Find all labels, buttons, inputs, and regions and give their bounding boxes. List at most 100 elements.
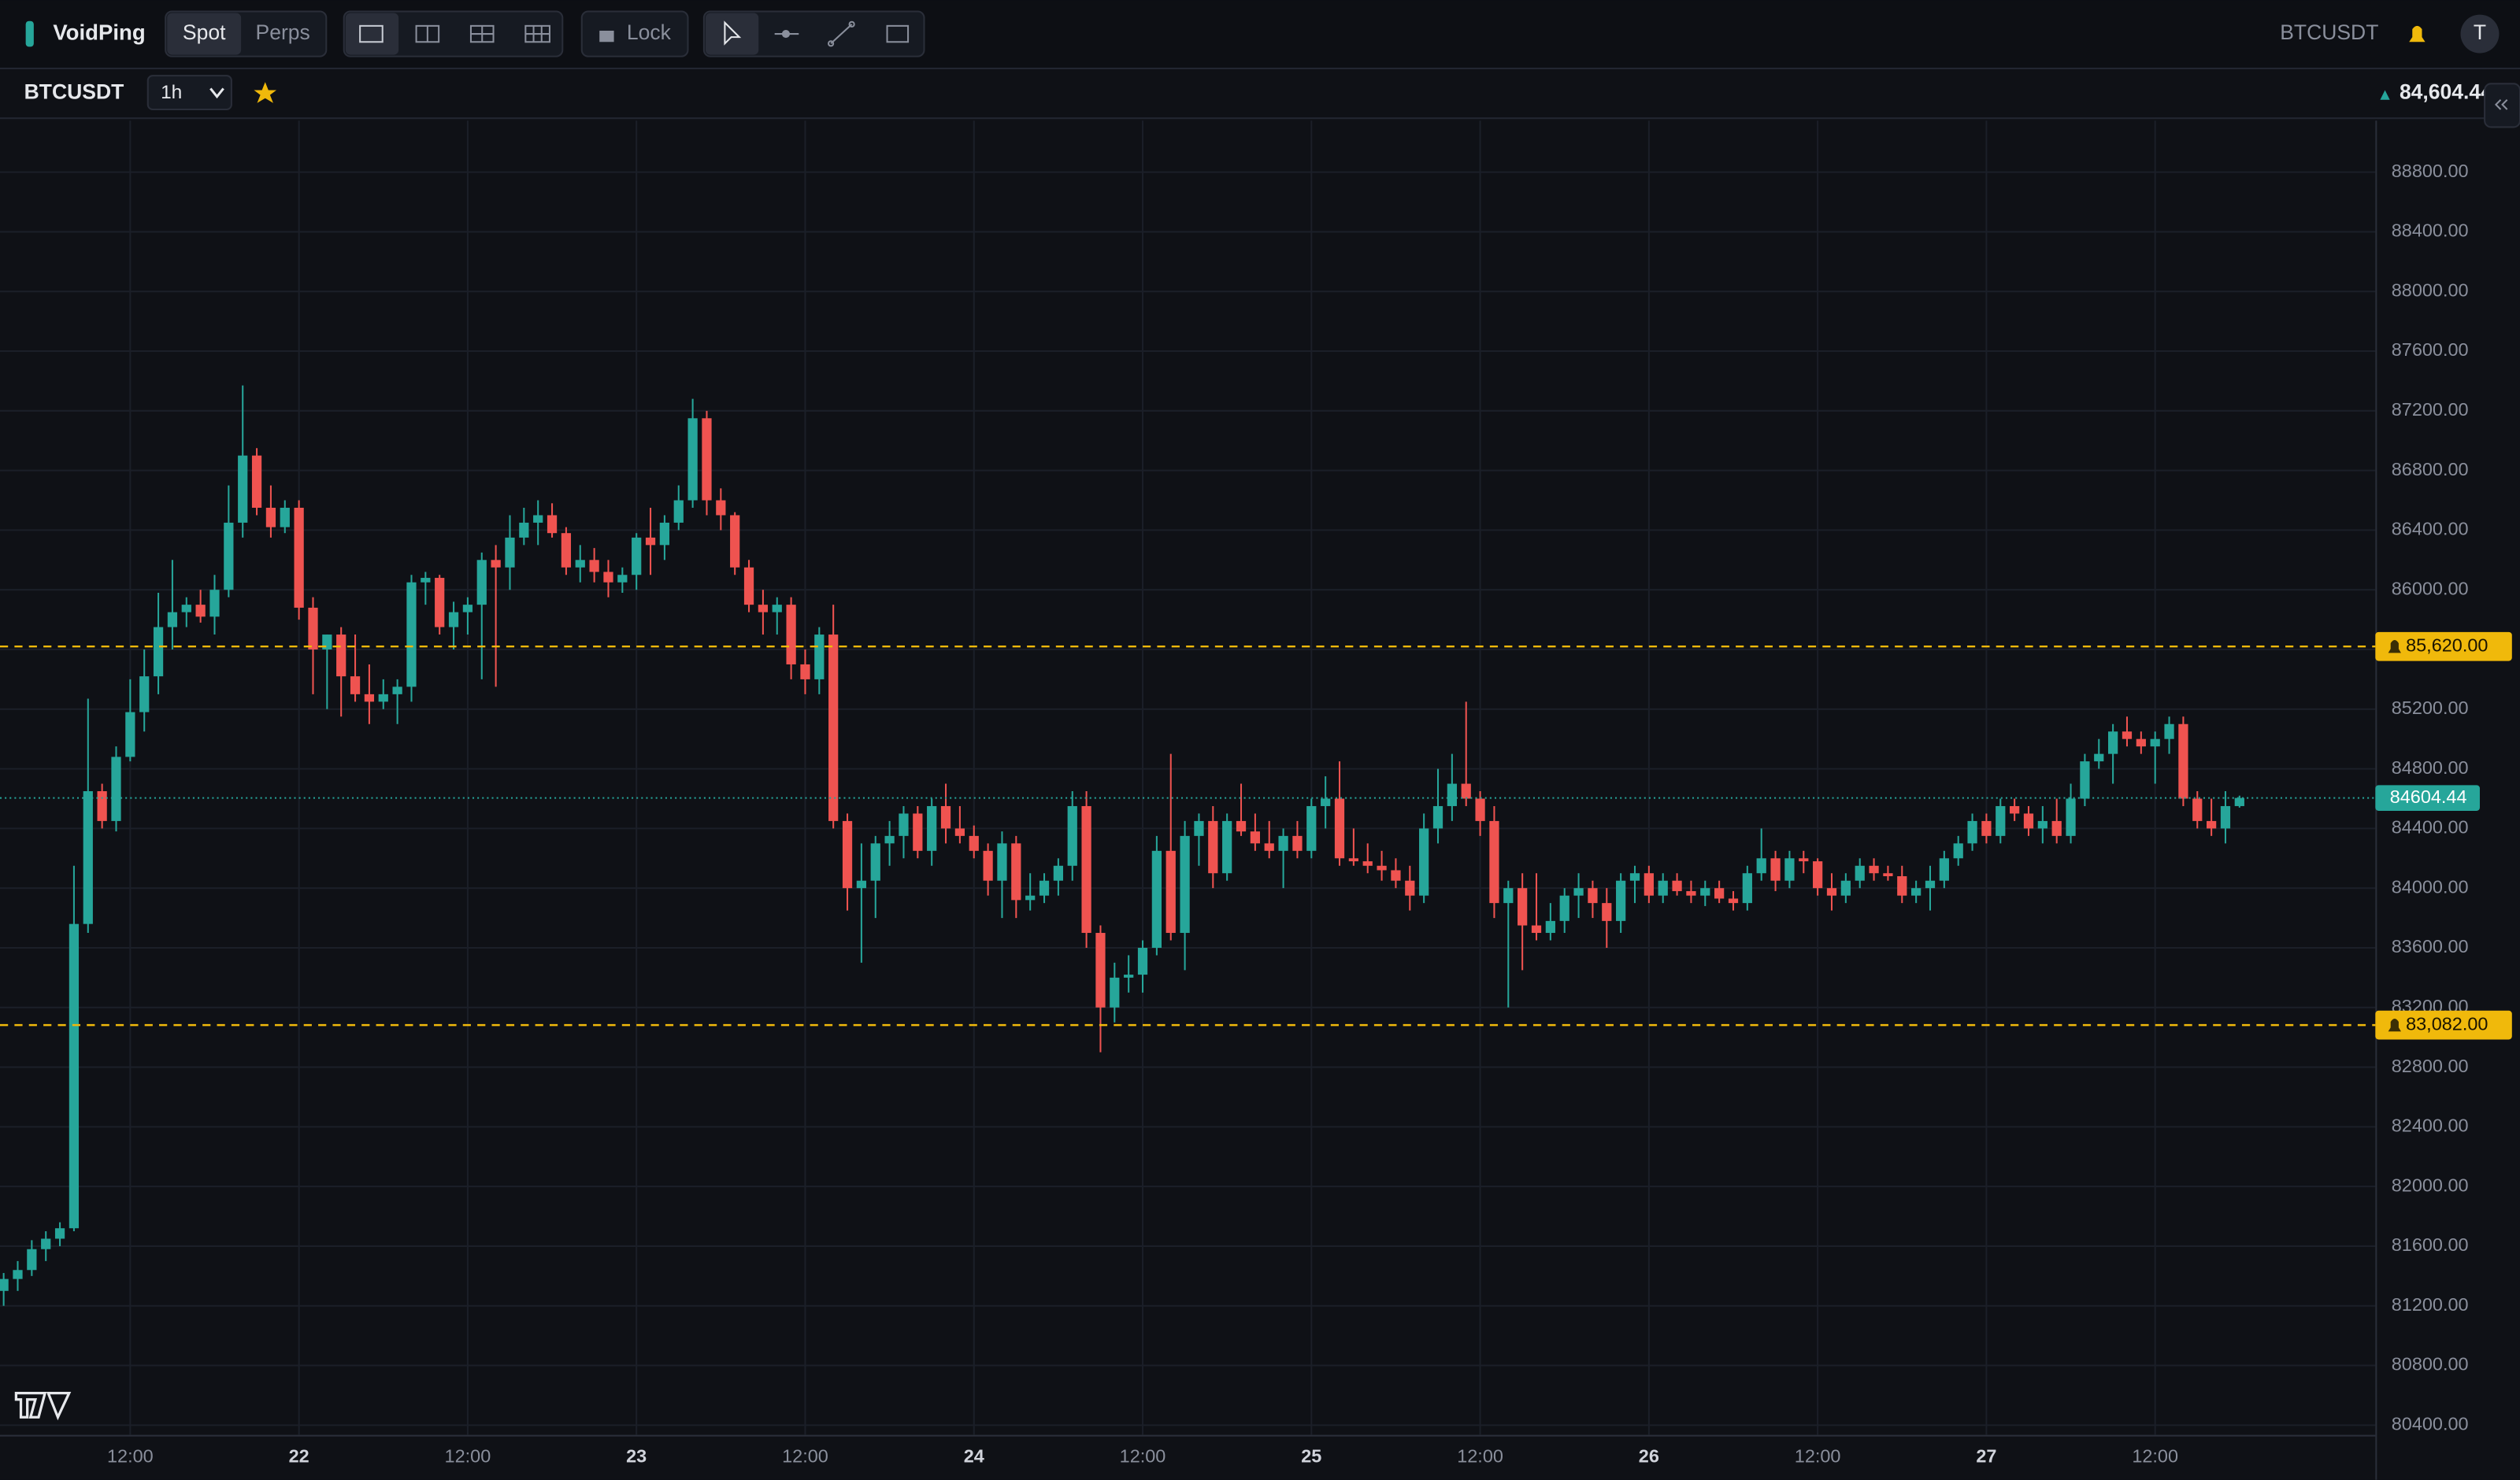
candle-body: [2108, 731, 2118, 754]
candle-body: [1700, 888, 1710, 896]
favorite-star[interactable]: [254, 82, 277, 103]
chevron: [209, 87, 224, 99]
candle-body: [2051, 820, 2062, 836]
layout-single[interactable]: [345, 13, 399, 55]
candle-body: [1110, 977, 1120, 1008]
bell-icon: [2388, 640, 2401, 653]
x-tick-label: 12:00: [107, 1445, 154, 1466]
candle-body: [448, 612, 459, 627]
candle-body: [27, 1249, 37, 1271]
candle-body: [1925, 880, 1936, 889]
lock-label[interactable]: Lock: [627, 20, 672, 44]
candle-body: [814, 635, 825, 679]
lock-button[interactable]: [580, 10, 689, 57]
candle-body: [575, 560, 585, 568]
candle-body: [1531, 925, 1542, 934]
y-tick-label: 83600.00: [2392, 936, 2469, 956]
candle-body: [1264, 843, 1274, 851]
tab[interactable]: Perps: [256, 20, 310, 44]
candle-body: [1489, 820, 1499, 904]
candle-body: [224, 522, 234, 590]
x-tick-label: 25: [1301, 1445, 1321, 1466]
candle-body: [2234, 797, 2244, 806]
candle-body: [2080, 761, 2090, 799]
x-tick-label: 12:00: [1795, 1445, 1841, 1466]
candle-body: [54, 1228, 65, 1239]
candle-body: [1011, 843, 1021, 901]
candle-body: [350, 676, 361, 694]
candle-body: [632, 537, 642, 575]
tab-spot-bg[interactable]: [167, 13, 242, 55]
candle-body: [1432, 805, 1443, 829]
y-tick-label: 86800.00: [2392, 459, 2469, 479]
candle-body: [1208, 820, 1218, 874]
candle-body: [1840, 880, 1851, 896]
last-price-label: 84604.44: [2390, 786, 2467, 807]
candle-body: [997, 843, 1007, 881]
candle-body: [13, 1270, 23, 1279]
y-tick-label: 82400.00: [2392, 1116, 2469, 1136]
candle-body: [1686, 890, 1696, 896]
candle-body: [336, 635, 346, 677]
candle-body: [364, 694, 375, 702]
candle-body: [617, 575, 628, 583]
candle-body: [462, 605, 473, 612]
candle-body: [2023, 813, 2034, 829]
bell-icon: [2388, 1018, 2401, 1032]
candle-body: [1053, 865, 1064, 881]
bell-icon[interactable]: [2409, 25, 2426, 43]
candle-body: [1306, 805, 1317, 851]
up-arrow: [2380, 90, 2390, 100]
candle-body: [1405, 880, 1415, 896]
candle-body: [758, 605, 769, 612]
chart: 80400.00 80800.00 81200.00 81600.00 82000.00…: [0, 120, 2520, 1480]
candle-body: [940, 805, 951, 829]
interval[interactable]: 1h: [161, 82, 182, 103]
avatar[interactable]: [2460, 14, 2500, 54]
candle-body: [2094, 753, 2104, 762]
candle-body: [1616, 880, 1626, 921]
candle-body: [828, 635, 839, 821]
y-tick-label: 85200.00: [2392, 697, 2469, 718]
tool-cursor[interactable]: [705, 13, 759, 55]
candle-body: [195, 605, 206, 617]
candle-body: [772, 605, 782, 612]
candle-body: [167, 612, 178, 627]
interval-select[interactable]: [146, 75, 232, 111]
y-tick-label: 84400.00: [2392, 817, 2469, 838]
candle-body: [1883, 873, 1893, 877]
x-tick-label: 12:00: [445, 1445, 491, 1466]
header-last-price: 84,604.44: [2400, 80, 2492, 104]
candle-body: [1826, 888, 1837, 896]
candle-body: [2206, 820, 2217, 829]
candle-body: [1742, 873, 1752, 904]
candle-body: [1911, 888, 1922, 896]
candle-body: [603, 572, 613, 583]
x-tick-label: 23: [626, 1445, 647, 1466]
x-tick-label: 12:00: [1120, 1445, 1166, 1466]
candle-body: [1419, 828, 1429, 896]
candle-body: [1377, 865, 1387, 871]
candle-body: [1166, 850, 1176, 934]
tab[interactable]: Spot: [183, 20, 226, 44]
candle-body: [2037, 820, 2048, 829]
candle-body: [1813, 861, 1823, 889]
candle-body: [1967, 820, 1977, 844]
candle-body: [645, 537, 656, 546]
candle-body: [2010, 805, 2020, 814]
candle-body: [280, 507, 290, 527]
candle-body: [1672, 880, 1682, 891]
candle-body: [1996, 805, 2006, 836]
candle-body: [421, 578, 431, 583]
x-tick-label: 12:00: [2132, 1445, 2178, 1466]
candle-body: [856, 880, 867, 889]
lock-icon: [599, 30, 614, 43]
candle-body: [969, 835, 979, 851]
candle-body: [2192, 798, 2203, 821]
candle-body: [1461, 783, 1471, 799]
brand: VoidPing: [53, 20, 145, 44]
candle-body: [491, 560, 501, 568]
